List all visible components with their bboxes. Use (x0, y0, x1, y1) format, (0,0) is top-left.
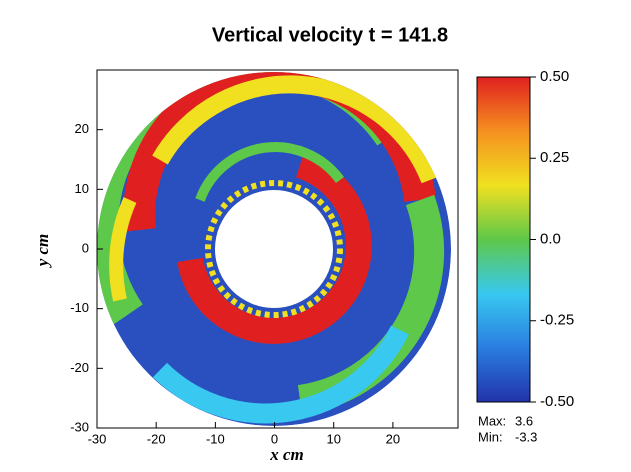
y-tick-label: 20 (75, 121, 89, 136)
y-tick-label: -20 (70, 360, 89, 375)
max-value: 3.6 (515, 413, 533, 428)
colorbar (476, 76, 531, 403)
y-axis-label: y cm (33, 234, 52, 269)
x-tick-label: -10 (206, 431, 225, 446)
y-tick-label: 10 (75, 181, 89, 196)
min-value: -3.3 (515, 429, 537, 444)
y-tick-label: -30 (70, 419, 89, 434)
x-tick-label: -20 (147, 431, 166, 446)
colorbar-tick-label: 0.50 (540, 68, 569, 85)
x-tick-label: 10 (326, 431, 340, 446)
x-tick-label: 0 (271, 431, 278, 446)
x-tick-label: -30 (88, 431, 107, 446)
y-tick-label: 0 (82, 240, 89, 255)
colorbar-tick-label: 0.0 (540, 230, 561, 247)
y-tick-label: -10 (70, 300, 89, 315)
x-tick-label: 20 (386, 431, 400, 446)
chart-title: Vertical velocity t = 141.8 (212, 24, 448, 46)
colorbar-tick-label: -0.25 (540, 312, 574, 329)
x-axis-label: x cm (269, 445, 304, 464)
colorbar-tick-label: -0.50 (540, 393, 574, 410)
max-label: Max: (478, 413, 506, 428)
colorbar-tick-label: 0.25 (540, 149, 569, 166)
min-label: Min: (478, 429, 503, 444)
field (97, 72, 451, 426)
